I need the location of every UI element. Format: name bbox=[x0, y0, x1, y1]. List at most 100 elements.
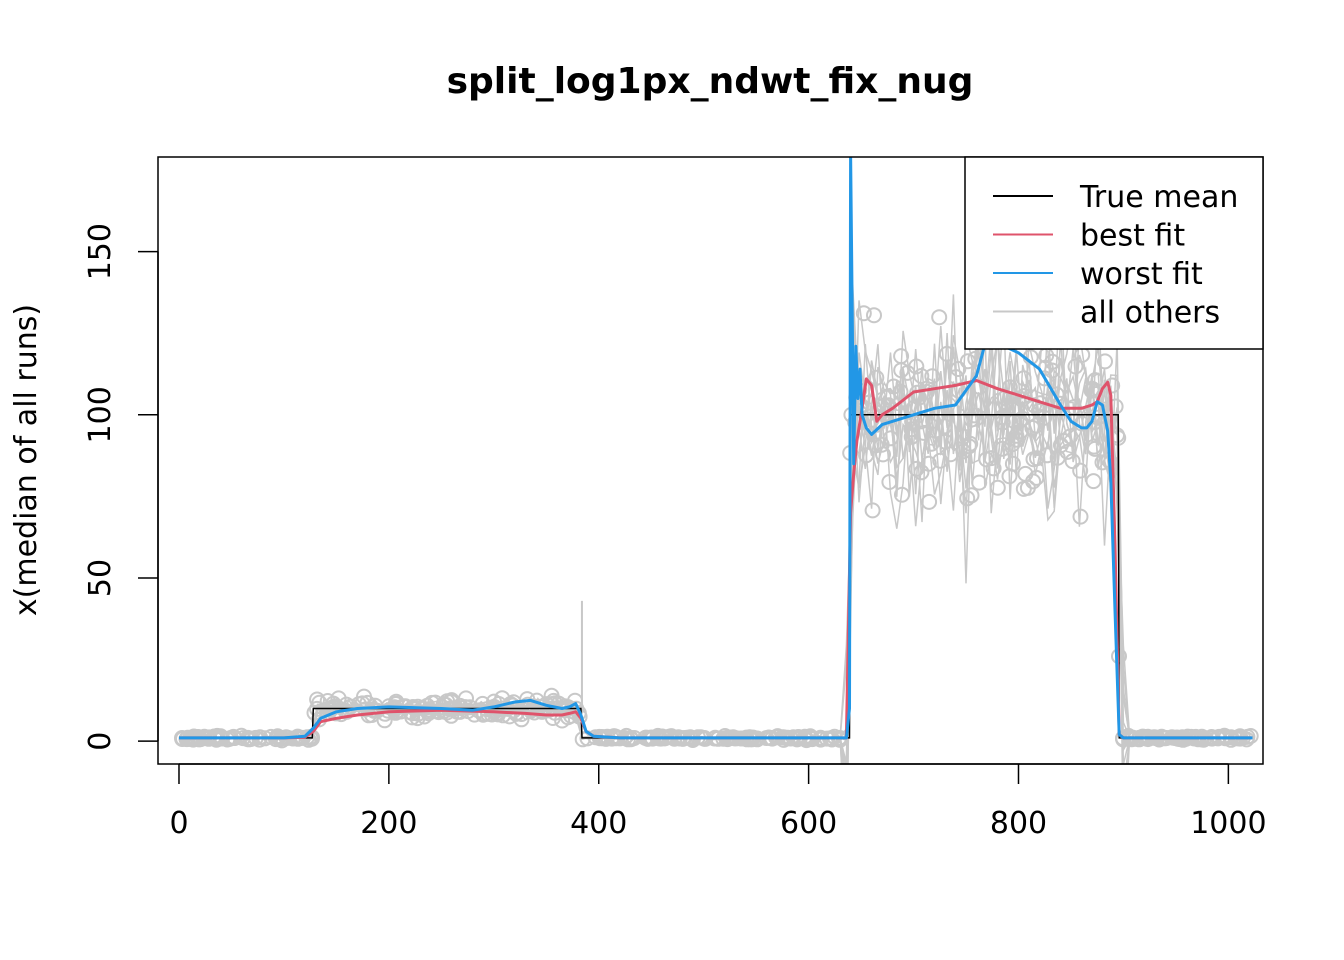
others-point bbox=[963, 487, 980, 504]
others-point bbox=[1242, 728, 1259, 744]
others-point bbox=[306, 704, 323, 721]
others-point bbox=[855, 305, 872, 322]
x-tick-label: 800 bbox=[990, 806, 1047, 841]
y-tick-label: 100 bbox=[83, 386, 118, 443]
others-point bbox=[501, 708, 518, 725]
others-point bbox=[1004, 455, 1021, 472]
others-point bbox=[989, 479, 1006, 496]
others-point bbox=[959, 353, 976, 370]
others-point bbox=[866, 307, 882, 324]
others-run-line bbox=[178, 294, 1250, 764]
others-point bbox=[1085, 473, 1102, 490]
others-point bbox=[903, 421, 920, 438]
others-point bbox=[921, 493, 938, 510]
x-tick-label: 0 bbox=[169, 806, 188, 841]
others-point bbox=[1087, 372, 1104, 389]
best-fit-line bbox=[179, 377, 1253, 740]
others-point bbox=[1030, 403, 1047, 419]
others-point bbox=[452, 697, 469, 714]
others-point bbox=[885, 378, 902, 395]
y-tick-label: 50 bbox=[83, 559, 118, 597]
others-point bbox=[878, 405, 894, 422]
series-layer bbox=[179, 157, 1253, 740]
y-tick-label: 150 bbox=[83, 223, 118, 280]
x-tick-label: 1000 bbox=[1190, 806, 1266, 841]
others-point bbox=[1044, 362, 1061, 379]
others-point bbox=[1048, 386, 1065, 403]
true-mean-line bbox=[179, 414, 1253, 739]
legend-label: best fit bbox=[1080, 219, 1185, 254]
others-point bbox=[1055, 432, 1072, 449]
others-point bbox=[899, 364, 916, 381]
x-tick-label: 200 bbox=[360, 806, 417, 841]
legend-box bbox=[964, 156, 1264, 350]
others-point bbox=[938, 345, 955, 362]
others-point bbox=[931, 309, 948, 326]
others-point bbox=[909, 384, 926, 401]
others-point bbox=[1067, 358, 1084, 375]
y-axis-label: x(median of all runs) bbox=[9, 304, 44, 616]
others-point bbox=[1014, 410, 1031, 427]
others-point bbox=[1072, 508, 1089, 525]
others-point bbox=[1086, 440, 1103, 457]
others-point bbox=[955, 443, 972, 460]
others-point bbox=[1025, 473, 1042, 490]
others-point bbox=[1025, 451, 1042, 468]
others-point bbox=[936, 418, 953, 435]
others-point bbox=[903, 428, 920, 445]
legend-label: all others bbox=[1080, 296, 1220, 331]
legend-label: worst fit bbox=[1080, 257, 1203, 292]
others-point bbox=[1109, 427, 1125, 444]
others-point bbox=[961, 438, 978, 455]
others-point bbox=[1011, 412, 1028, 429]
others-run-line bbox=[178, 282, 1250, 764]
others-point bbox=[1064, 453, 1081, 470]
others-point bbox=[963, 411, 980, 428]
others-point bbox=[1001, 379, 1018, 396]
others-point bbox=[1028, 469, 1045, 486]
others-point bbox=[978, 451, 995, 468]
others-point bbox=[873, 436, 890, 453]
others-point bbox=[924, 368, 941, 385]
chart-title: split_log1px_ndwt_fix_nug bbox=[447, 61, 974, 102]
legend-label: True mean bbox=[1079, 180, 1238, 215]
others-point bbox=[881, 474, 898, 490]
others-point bbox=[1072, 462, 1089, 479]
others-point bbox=[894, 486, 910, 503]
y-axis: 0 50 100 150 bbox=[83, 223, 159, 751]
x-tick-label: 400 bbox=[570, 806, 627, 841]
others-point bbox=[212, 728, 229, 745]
others-point bbox=[858, 447, 875, 464]
others-point bbox=[867, 437, 884, 454]
others-point bbox=[937, 433, 954, 450]
others-point bbox=[1107, 398, 1124, 415]
others-point bbox=[364, 702, 381, 718]
others-point bbox=[868, 369, 885, 386]
y-tick-label: 0 bbox=[83, 732, 118, 751]
others-point bbox=[1051, 395, 1068, 412]
worst-fit-line bbox=[179, 157, 1253, 740]
others-point bbox=[1024, 419, 1041, 436]
others-point bbox=[1004, 436, 1021, 453]
others-point bbox=[1049, 449, 1066, 466]
true-mean-layer bbox=[179, 414, 1253, 739]
others-point bbox=[994, 440, 1011, 457]
others-point bbox=[864, 502, 881, 519]
others-point bbox=[920, 455, 937, 472]
others-point bbox=[984, 401, 1001, 418]
others-layer bbox=[174, 282, 1259, 764]
others-point bbox=[959, 490, 976, 507]
others-point bbox=[550, 695, 567, 712]
others-point bbox=[971, 474, 988, 491]
others-point bbox=[971, 378, 988, 395]
others-point bbox=[1084, 380, 1101, 397]
others-point bbox=[1097, 353, 1113, 370]
x-tick-label: 600 bbox=[780, 806, 837, 841]
others-point bbox=[950, 361, 967, 377]
others-point bbox=[866, 426, 883, 443]
others-point bbox=[356, 688, 372, 705]
others-run-line bbox=[178, 316, 1250, 764]
x-axis: 0 200 400 600 800 1000 bbox=[169, 763, 1267, 841]
